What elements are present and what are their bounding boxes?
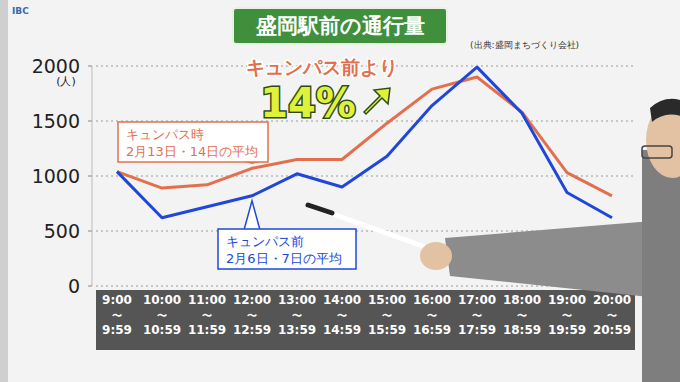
- x-tick-part: 10:00: [143, 293, 181, 307]
- presenter-hair: [650, 99, 680, 122]
- x-axis-band: [96, 290, 635, 350]
- x-tick-part: 12:00: [233, 293, 271, 307]
- x-tick-part: 〜: [517, 310, 527, 321]
- legend-box: [118, 122, 268, 162]
- title: 盛岡駅前の通行量: [255, 14, 425, 38]
- legend-label-part: キュンパス前: [226, 234, 304, 249]
- x-tick-part: 12:59: [233, 323, 271, 337]
- x-tick-part: 13:59: [278, 323, 316, 337]
- y-tick-label: 0: [68, 275, 80, 297]
- x-tick-part: 〜: [247, 310, 257, 321]
- legend-label-part: 2月13日・14日の平均: [126, 144, 258, 159]
- y-tick: [88, 121, 92, 122]
- x-tick-part: 〜: [472, 310, 482, 321]
- legend-box: [218, 229, 356, 269]
- background: [0, 0, 680, 382]
- x-tick-part: 20:59: [593, 323, 631, 337]
- x-tick-part: 17:59: [458, 323, 496, 337]
- y-tick: [88, 231, 92, 232]
- title-box: [233, 8, 447, 44]
- x-tick-label: 20:00 〜 20:59: [593, 293, 631, 337]
- x-tick-part: 11:00: [188, 293, 226, 307]
- legend-label-part: キュンパス時: [126, 127, 204, 142]
- x-tick-label: 14:00 〜 14:59: [323, 293, 361, 337]
- label-pointer: [244, 201, 260, 230]
- x-tick-part: 16:59: [413, 323, 451, 337]
- x-tick-part: 13:00: [278, 293, 316, 307]
- x-tick-part: 15:00: [368, 293, 406, 307]
- x-tick-part: 19:59: [548, 323, 586, 337]
- x-tick-part: 11:59: [188, 323, 226, 337]
- y-tick-label: 2000: [32, 55, 80, 77]
- y-tick-label: 1500: [32, 110, 80, 132]
- x-tick-part: 9:00: [102, 293, 132, 307]
- presenter-body: [642, 150, 680, 382]
- presenter-glasses: [642, 146, 672, 158]
- legend-label: キュンパス前 2月6日・7日の平均: [226, 234, 342, 266]
- x-tick-part: 18:59: [503, 323, 541, 337]
- x-tick-part: 〜: [607, 310, 617, 321]
- x-tick-part: 〜: [157, 310, 167, 321]
- x-tick-label: 16:00 〜 16:59: [413, 293, 451, 337]
- x-tick-part: 14:59: [323, 323, 361, 337]
- y-tick-label: 500: [44, 220, 80, 242]
- legend-label: キュンパス時 2月13日・14日の平均: [126, 127, 258, 159]
- y-tick: [88, 66, 92, 67]
- y-tick: [88, 286, 92, 287]
- pointer-tip: [308, 205, 332, 213]
- x-tick-label: 18:00 〜 18:59: [503, 293, 541, 337]
- x-tick-part: 〜: [202, 310, 212, 321]
- y-axis-label: (人): [56, 75, 76, 88]
- x-tick-label: 17:00 〜 17:59: [458, 293, 496, 337]
- legend-label-part: 2月6日・7日の平均: [226, 251, 342, 266]
- series-line: [117, 77, 612, 196]
- x-tick-label: 19:00 〜 19:59: [548, 293, 586, 337]
- x-tick-part: 19:00: [548, 293, 586, 307]
- y-tick-label: 1000: [32, 165, 80, 187]
- annotation-value: 14%: [260, 80, 356, 126]
- x-tick-part: 〜: [292, 310, 302, 321]
- x-tick-label: 12:00 〜 12:59: [233, 293, 271, 337]
- panel: [8, 0, 680, 382]
- x-tick-part: 〜: [562, 310, 572, 321]
- x-tick-part: 18:00: [503, 293, 541, 307]
- x-tick-label: 11:00 〜 11:59: [188, 293, 226, 337]
- plot-area: [117, 67, 612, 218]
- presenter-hand: [420, 242, 452, 270]
- x-tick-label: 9:00 〜 9:59: [102, 293, 132, 337]
- x-tick-label: 13:00 〜 13:59: [278, 293, 316, 337]
- chart: IBC 盛岡駅前の通行量 (出典:盛岡まちづくり会社) 0 500 1000 1500 200…: [0, 0, 680, 382]
- x-tick-part: 15:59: [368, 323, 406, 337]
- logo: IBC: [12, 6, 29, 16]
- x-tick-part: 〜: [382, 310, 392, 321]
- x-tick-part: 16:00: [413, 293, 451, 307]
- x-tick-part: 20:00: [593, 293, 631, 307]
- up-arrow: [364, 88, 390, 114]
- x-tick-label: 15:00 〜 15:59: [368, 293, 406, 337]
- x-tick-label: 10:00 〜 10:59: [143, 293, 181, 337]
- x-tick-part: 17:00: [458, 293, 496, 307]
- x-tick-part: 〜: [337, 310, 347, 321]
- x-tick-part: 〜: [112, 310, 122, 321]
- x-tick-part: 9:59: [102, 323, 132, 337]
- x-tick-part: 14:00: [323, 293, 361, 307]
- x-tick-part: 10:59: [143, 323, 181, 337]
- x-tick-part: 〜: [427, 310, 437, 321]
- annotation: キュンパス前より: [246, 56, 398, 78]
- pointer-stick: [308, 205, 428, 248]
- grid-line: [96, 176, 635, 177]
- y-tick: [88, 176, 92, 177]
- series-line: [117, 67, 612, 218]
- source: (出典:盛岡まちづくり会社): [470, 40, 579, 50]
